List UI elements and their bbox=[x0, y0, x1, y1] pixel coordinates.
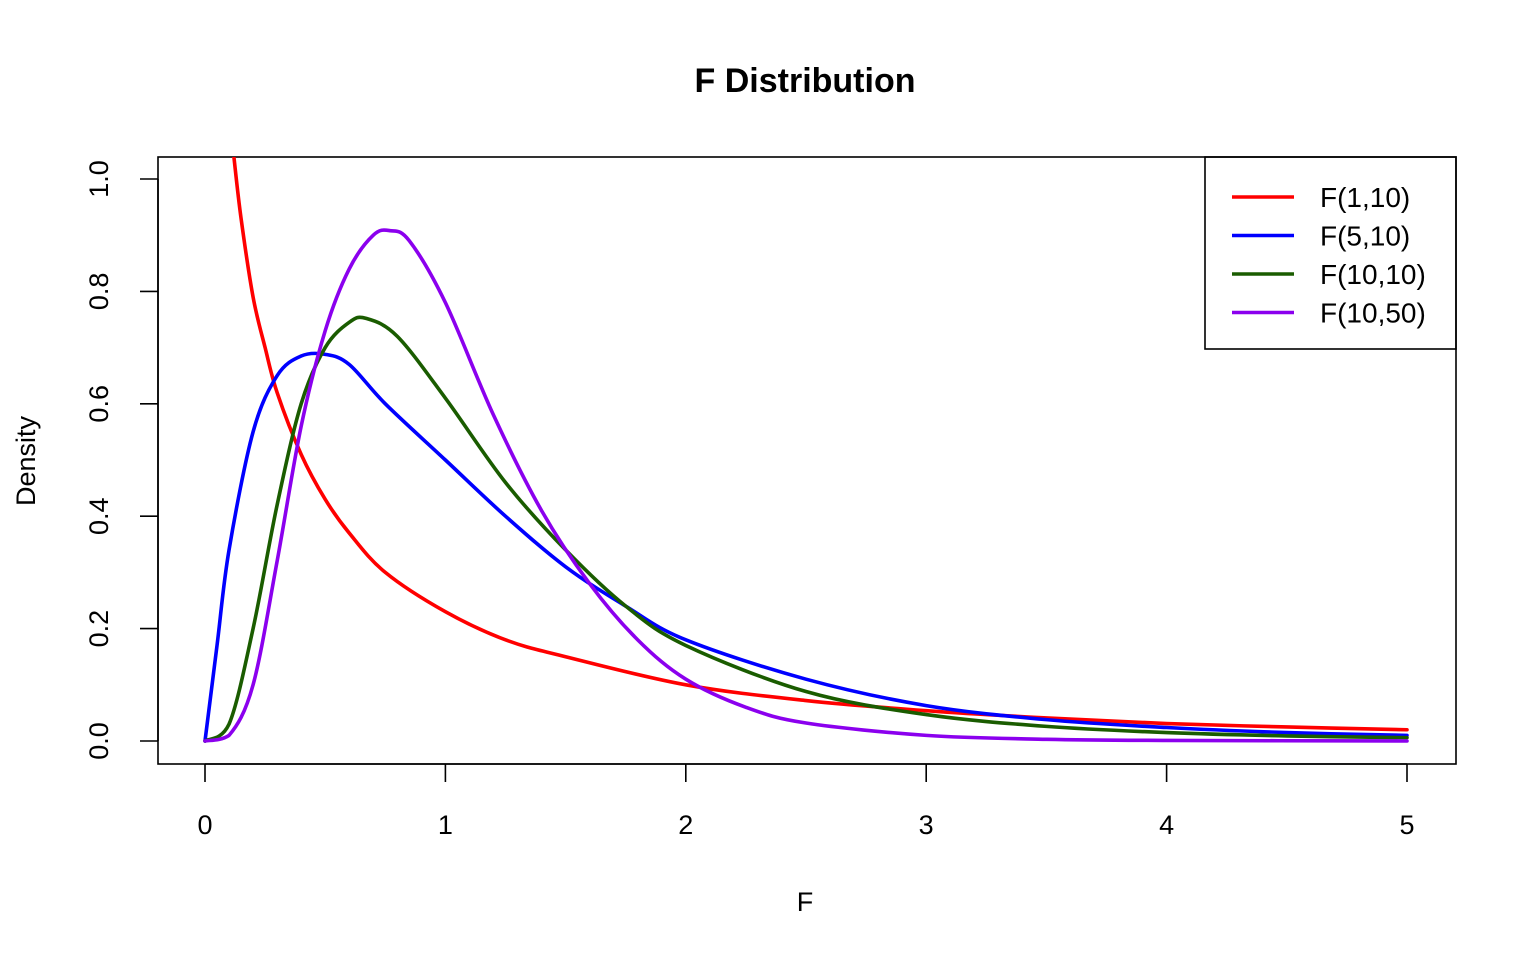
x-axis-label: F bbox=[797, 887, 814, 917]
series-layer bbox=[203, 157, 1409, 743]
x-tick-label: 1 bbox=[438, 810, 453, 840]
y-tick-label: 0.0 bbox=[84, 722, 114, 760]
chart-title: F Distribution bbox=[695, 62, 916, 100]
legend-label-f-10-50: F(10,50) bbox=[1320, 298, 1426, 329]
x-tick-label: 2 bbox=[678, 810, 693, 840]
series-line-f-5-10 bbox=[203, 351, 1409, 743]
y-tick-label: 0.6 bbox=[84, 385, 114, 423]
y-tick-label: 1.0 bbox=[84, 160, 114, 198]
x-tick-label: 5 bbox=[1399, 810, 1414, 840]
y-axis-label: Density bbox=[11, 415, 41, 506]
x-tick-label: 0 bbox=[197, 810, 212, 840]
y-tick-label: 0.4 bbox=[84, 497, 114, 535]
y-tick-label: 0.2 bbox=[84, 610, 114, 648]
plot-area-frame bbox=[157, 156, 1457, 765]
y-tick-label: 0.8 bbox=[84, 273, 114, 311]
series-line-f-1-10 bbox=[232, 157, 1409, 732]
legend-label-f-1-10: F(1,10) bbox=[1320, 182, 1410, 213]
legend-label-f-10-10: F(10,10) bbox=[1320, 259, 1426, 290]
legend: F(1,10) F(5,10) F(10,10) F(10,50) bbox=[1204, 156, 1457, 350]
x-tick-label: 4 bbox=[1159, 810, 1174, 840]
series-line-f-10-50 bbox=[203, 228, 1409, 743]
series-line-f-10-10 bbox=[203, 315, 1409, 743]
y-axis: 0.0 0.2 0.4 0.6 0.8 1.0 bbox=[84, 160, 159, 760]
legend-box bbox=[1204, 156, 1457, 350]
legend-label-f-5-10: F(5,10) bbox=[1320, 221, 1410, 252]
x-axis: 0 1 2 3 4 5 bbox=[197, 763, 1415, 840]
x-tick-label: 3 bbox=[919, 810, 934, 840]
